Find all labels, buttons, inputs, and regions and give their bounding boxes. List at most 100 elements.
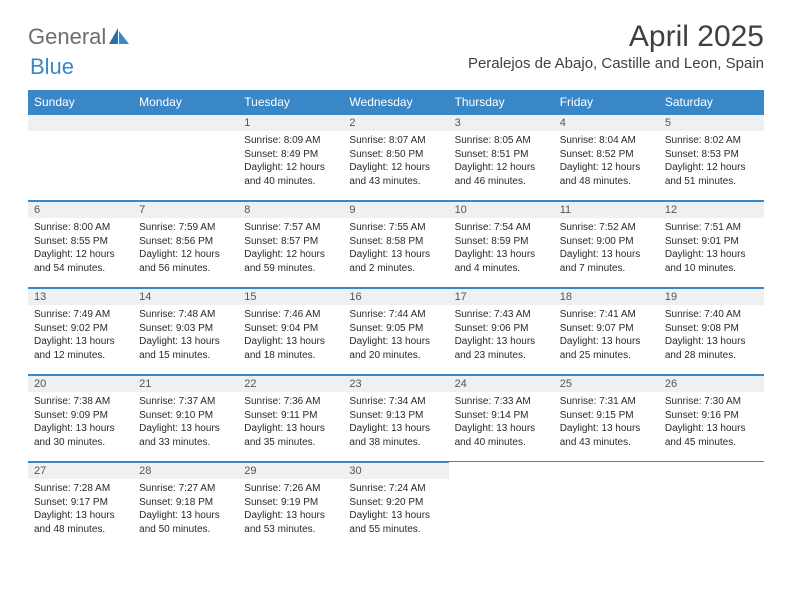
daylight-line: Daylight: 12 hours and 43 minutes.: [349, 161, 442, 188]
calendar-cell: [554, 462, 659, 549]
calendar-cell: [28, 114, 133, 201]
day-number: 29: [238, 462, 343, 479]
day-number: 16: [343, 288, 448, 305]
sunset-line: Sunset: 9:09 PM: [34, 409, 127, 423]
brand-logo: General: [28, 24, 130, 50]
day-details: Sunrise: 8:07 AMSunset: 8:50 PMDaylight:…: [343, 131, 448, 192]
calendar-cell: 21Sunrise: 7:37 AMSunset: 9:10 PMDayligh…: [133, 375, 238, 462]
daylight-line: Daylight: 13 hours and 48 minutes.: [34, 509, 127, 536]
sunrise-line: Sunrise: 7:48 AM: [139, 308, 232, 322]
sunset-line: Sunset: 9:00 PM: [560, 235, 653, 249]
day-details: Sunrise: 7:30 AMSunset: 9:16 PMDaylight:…: [659, 392, 764, 453]
calendar-cell: 5Sunrise: 8:02 AMSunset: 8:53 PMDaylight…: [659, 114, 764, 201]
calendar-cell: 25Sunrise: 7:31 AMSunset: 9:15 PMDayligh…: [554, 375, 659, 462]
sunset-line: Sunset: 9:01 PM: [665, 235, 758, 249]
sunset-line: Sunset: 9:18 PM: [139, 496, 232, 510]
day-number: 21: [133, 375, 238, 392]
calendar-cell: 20Sunrise: 7:38 AMSunset: 9:09 PMDayligh…: [28, 375, 133, 462]
calendar-table: SundayMondayTuesdayWednesdayThursdayFrid…: [28, 90, 764, 548]
daylight-line: Daylight: 13 hours and 30 minutes.: [34, 422, 127, 449]
sunrise-line: Sunrise: 8:02 AM: [665, 134, 758, 148]
calendar-cell: 3Sunrise: 8:05 AMSunset: 8:51 PMDaylight…: [449, 114, 554, 201]
daylight-line: Daylight: 13 hours and 12 minutes.: [34, 335, 127, 362]
day-details: Sunrise: 8:00 AMSunset: 8:55 PMDaylight:…: [28, 218, 133, 279]
day-details: Sunrise: 7:44 AMSunset: 9:05 PMDaylight:…: [343, 305, 448, 366]
sunset-line: Sunset: 9:16 PM: [665, 409, 758, 423]
calendar-week: 27Sunrise: 7:28 AMSunset: 9:17 PMDayligh…: [28, 462, 764, 549]
calendar-cell: 18Sunrise: 7:41 AMSunset: 9:07 PMDayligh…: [554, 288, 659, 375]
day-number: 4: [554, 114, 659, 131]
calendar-cell: 14Sunrise: 7:48 AMSunset: 9:03 PMDayligh…: [133, 288, 238, 375]
daylight-line: Daylight: 13 hours and 45 minutes.: [665, 422, 758, 449]
calendar-cell: 28Sunrise: 7:27 AMSunset: 9:18 PMDayligh…: [133, 462, 238, 549]
daylight-line: Daylight: 13 hours and 7 minutes.: [560, 248, 653, 275]
sunrise-line: Sunrise: 7:46 AM: [244, 308, 337, 322]
day-number: 28: [133, 462, 238, 479]
empty-daynum: [28, 114, 133, 131]
calendar-cell: 12Sunrise: 7:51 AMSunset: 9:01 PMDayligh…: [659, 201, 764, 288]
column-header: Wednesday: [343, 90, 448, 114]
sunrise-line: Sunrise: 7:57 AM: [244, 221, 337, 235]
sunrise-line: Sunrise: 7:36 AM: [244, 395, 337, 409]
day-details: Sunrise: 7:27 AMSunset: 9:18 PMDaylight:…: [133, 479, 238, 540]
daylight-line: Daylight: 13 hours and 2 minutes.: [349, 248, 442, 275]
sunrise-line: Sunrise: 7:49 AM: [34, 308, 127, 322]
calendar-cell: 15Sunrise: 7:46 AMSunset: 9:04 PMDayligh…: [238, 288, 343, 375]
day-number: 11: [554, 201, 659, 218]
sunset-line: Sunset: 9:07 PM: [560, 322, 653, 336]
calendar-cell: 19Sunrise: 7:40 AMSunset: 9:08 PMDayligh…: [659, 288, 764, 375]
daylight-line: Daylight: 13 hours and 4 minutes.: [455, 248, 548, 275]
daylight-line: Daylight: 13 hours and 28 minutes.: [665, 335, 758, 362]
sunrise-line: Sunrise: 8:00 AM: [34, 221, 127, 235]
day-number: 26: [659, 375, 764, 392]
day-details: Sunrise: 7:36 AMSunset: 9:11 PMDaylight:…: [238, 392, 343, 453]
calendar-head: SundayMondayTuesdayWednesdayThursdayFrid…: [28, 90, 764, 114]
sunset-line: Sunset: 9:08 PM: [665, 322, 758, 336]
sunrise-line: Sunrise: 7:40 AM: [665, 308, 758, 322]
sunset-line: Sunset: 8:50 PM: [349, 148, 442, 162]
day-number: 17: [449, 288, 554, 305]
daylight-line: Daylight: 12 hours and 46 minutes.: [455, 161, 548, 188]
sunset-line: Sunset: 8:57 PM: [244, 235, 337, 249]
daylight-line: Daylight: 13 hours and 53 minutes.: [244, 509, 337, 536]
day-details: Sunrise: 7:55 AMSunset: 8:58 PMDaylight:…: [343, 218, 448, 279]
calendar-week: 13Sunrise: 7:49 AMSunset: 9:02 PMDayligh…: [28, 288, 764, 375]
calendar-cell: 1Sunrise: 8:09 AMSunset: 8:49 PMDaylight…: [238, 114, 343, 201]
sunset-line: Sunset: 9:11 PM: [244, 409, 337, 423]
calendar-cell: [133, 114, 238, 201]
daylight-line: Daylight: 12 hours and 48 minutes.: [560, 161, 653, 188]
calendar-week: 20Sunrise: 7:38 AMSunset: 9:09 PMDayligh…: [28, 375, 764, 462]
calendar-cell: 10Sunrise: 7:54 AMSunset: 8:59 PMDayligh…: [449, 201, 554, 288]
column-header: Saturday: [659, 90, 764, 114]
daylight-line: Daylight: 12 hours and 51 minutes.: [665, 161, 758, 188]
day-number: 3: [449, 114, 554, 131]
day-details: Sunrise: 7:57 AMSunset: 8:57 PMDaylight:…: [238, 218, 343, 279]
sail-icon: [108, 27, 130, 45]
daylight-line: Daylight: 13 hours and 40 minutes.: [455, 422, 548, 449]
sunset-line: Sunset: 9:19 PM: [244, 496, 337, 510]
calendar-cell: 2Sunrise: 8:07 AMSunset: 8:50 PMDaylight…: [343, 114, 448, 201]
day-number: 23: [343, 375, 448, 392]
sunrise-line: Sunrise: 8:07 AM: [349, 134, 442, 148]
sunrise-line: Sunrise: 7:43 AM: [455, 308, 548, 322]
brand-general: General: [28, 24, 106, 50]
day-number: 22: [238, 375, 343, 392]
sunset-line: Sunset: 9:17 PM: [34, 496, 127, 510]
daylight-line: Daylight: 13 hours and 50 minutes.: [139, 509, 232, 536]
daylight-line: Daylight: 13 hours and 25 minutes.: [560, 335, 653, 362]
sunset-line: Sunset: 9:02 PM: [34, 322, 127, 336]
sunrise-line: Sunrise: 7:38 AM: [34, 395, 127, 409]
calendar-cell: 27Sunrise: 7:28 AMSunset: 9:17 PMDayligh…: [28, 462, 133, 549]
day-details: Sunrise: 7:51 AMSunset: 9:01 PMDaylight:…: [659, 218, 764, 279]
day-number: 6: [28, 201, 133, 218]
sunrise-line: Sunrise: 7:28 AM: [34, 482, 127, 496]
daylight-line: Daylight: 12 hours and 59 minutes.: [244, 248, 337, 275]
daylight-line: Daylight: 12 hours and 54 minutes.: [34, 248, 127, 275]
sunrise-line: Sunrise: 7:37 AM: [139, 395, 232, 409]
calendar-week: 1Sunrise: 8:09 AMSunset: 8:49 PMDaylight…: [28, 114, 764, 201]
calendar-cell: 9Sunrise: 7:55 AMSunset: 8:58 PMDaylight…: [343, 201, 448, 288]
column-header: Thursday: [449, 90, 554, 114]
sunrise-line: Sunrise: 7:24 AM: [349, 482, 442, 496]
day-number: 14: [133, 288, 238, 305]
day-details: Sunrise: 7:40 AMSunset: 9:08 PMDaylight:…: [659, 305, 764, 366]
